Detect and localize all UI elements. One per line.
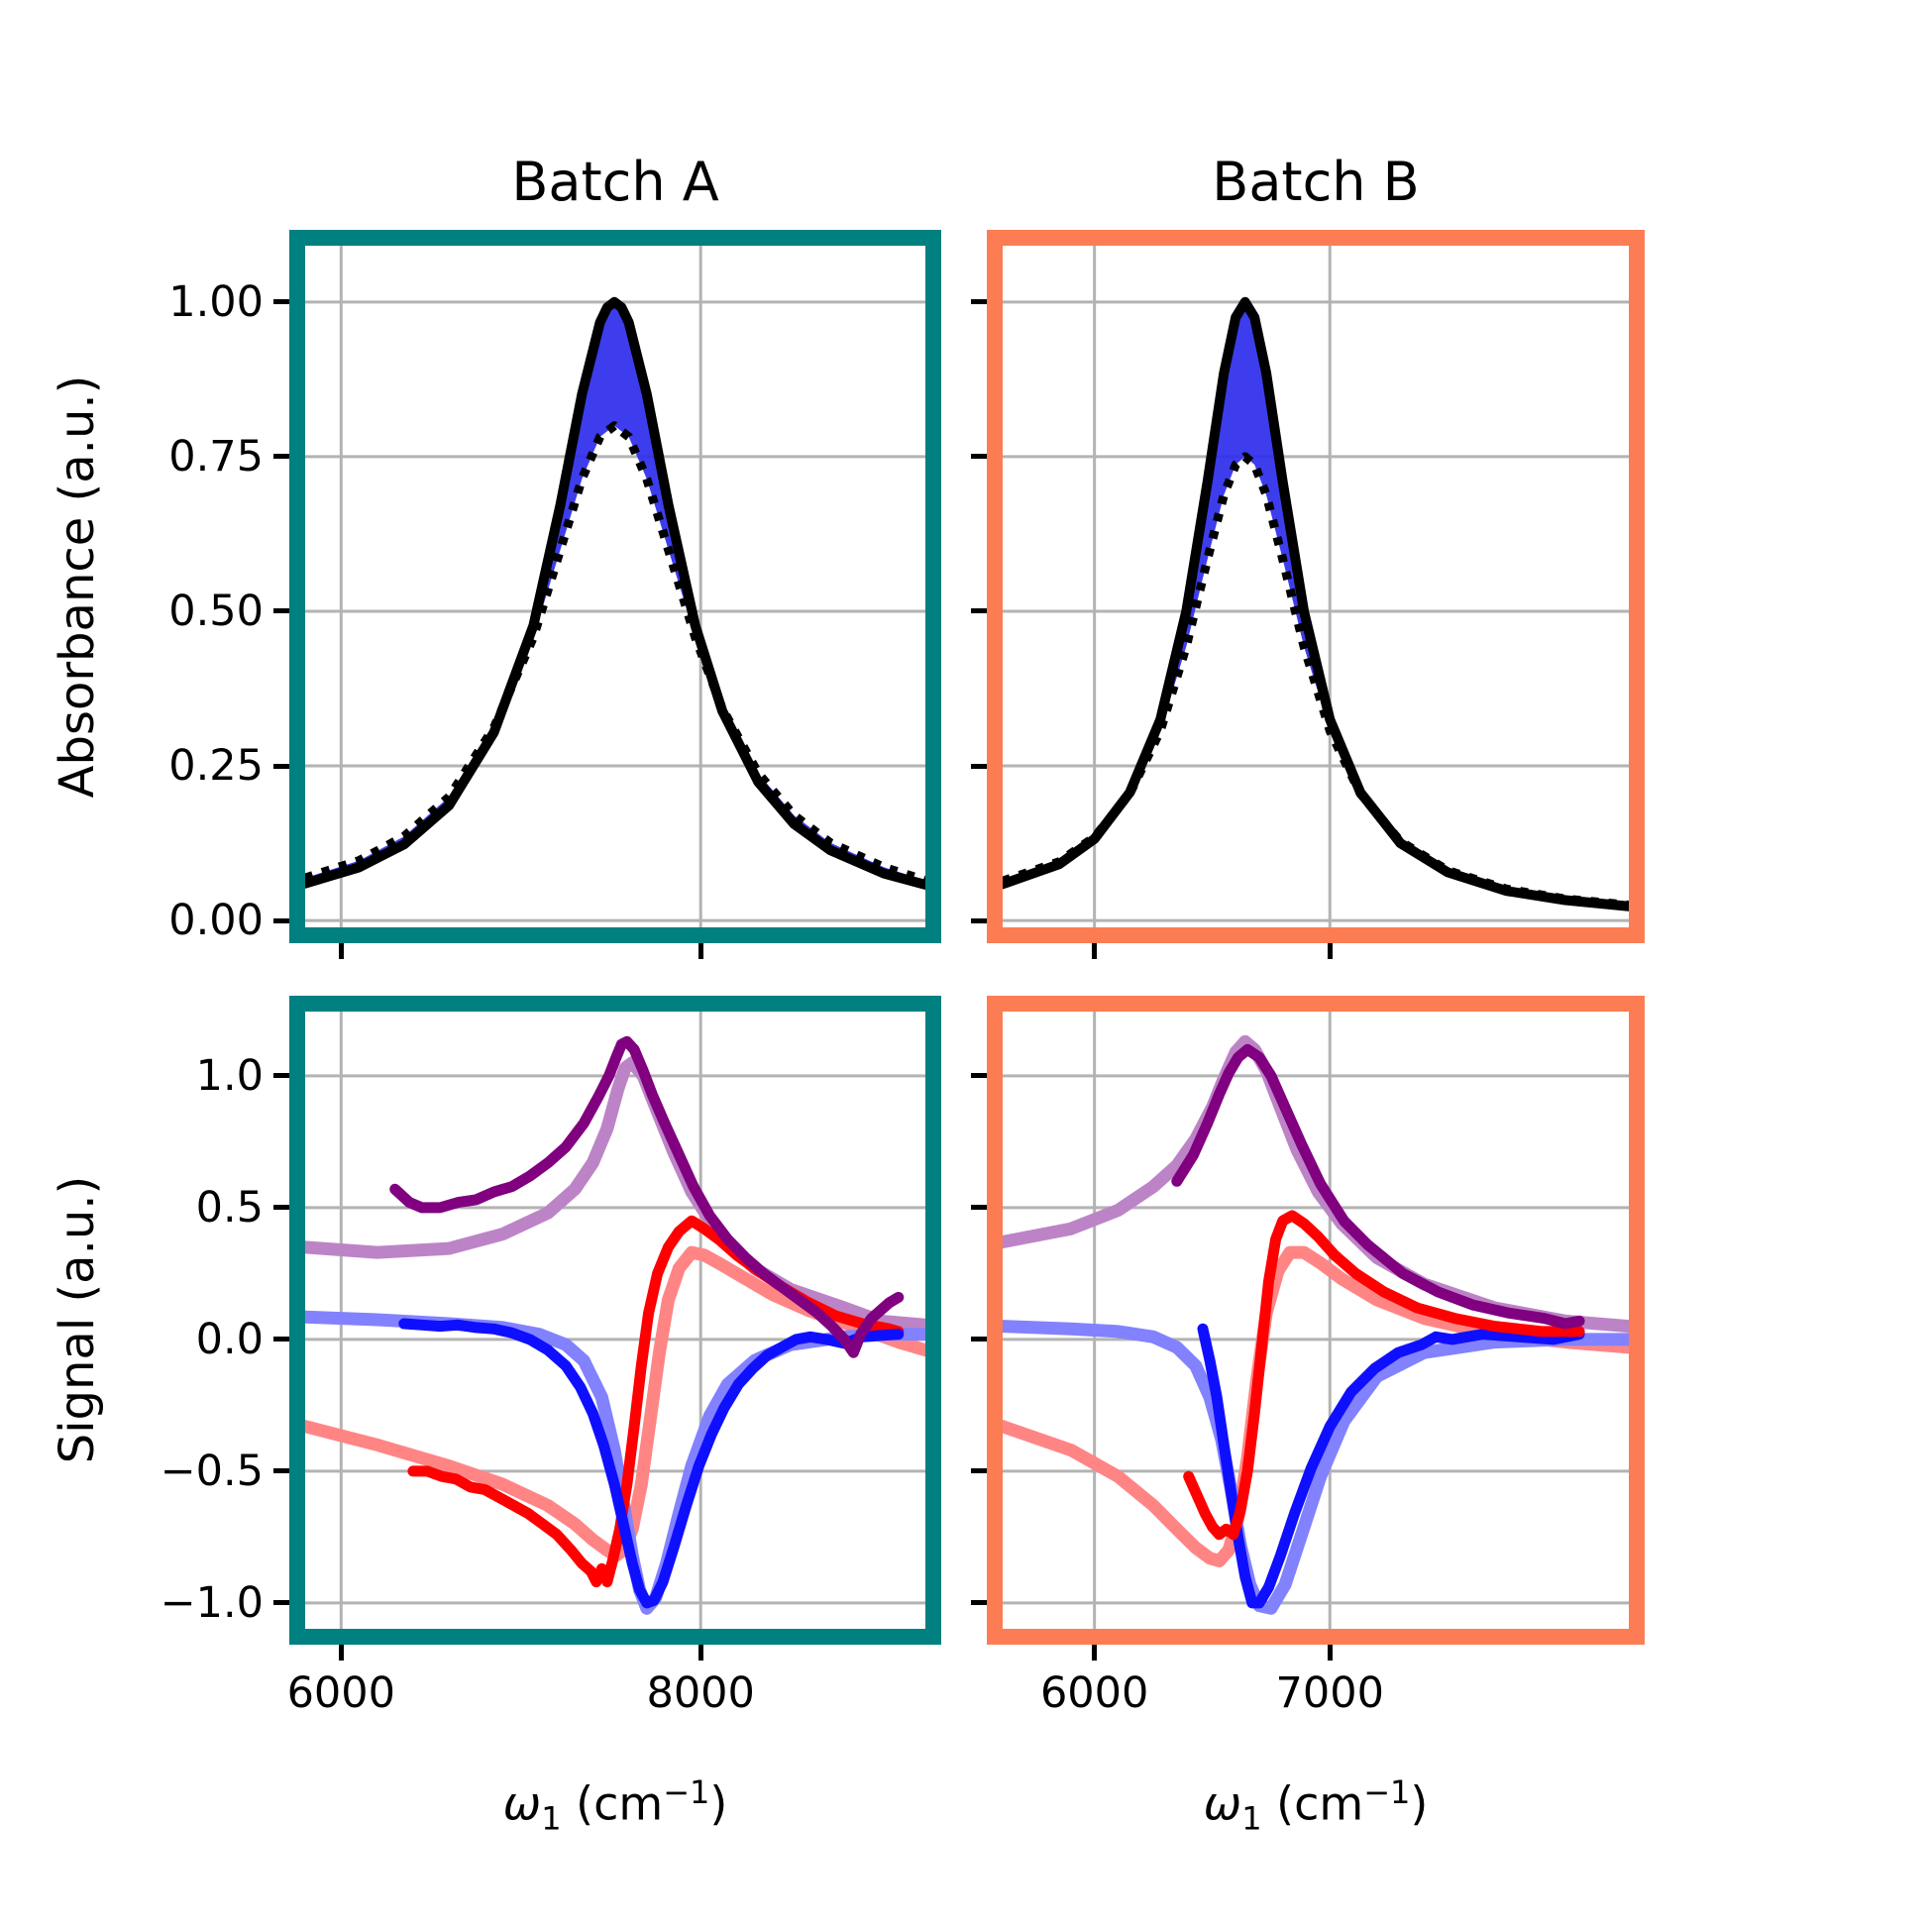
x-tick-mark (1092, 1645, 1098, 1661)
y-tick-mark (273, 1073, 289, 1079)
fill-between-area (305, 301, 925, 885)
signal-plot-a (305, 1012, 925, 1629)
absorbance-plot-b (1003, 246, 1629, 927)
y-tick-label: −0.5 (160, 1446, 264, 1496)
fill-between-area (1003, 301, 1629, 907)
omega-unit-pre: (cm (1261, 1776, 1364, 1831)
x-tick-mark (698, 943, 703, 959)
x-tick-mark (338, 943, 344, 959)
x-tick-label: 6000 (286, 1668, 395, 1718)
y-tick-label: 0.5 (195, 1182, 264, 1233)
omega-sup: −1 (1363, 1773, 1411, 1811)
y-tick-mark (273, 1468, 289, 1474)
y-tick-label: 0.25 (168, 741, 264, 792)
y-tick-mark (971, 1205, 987, 1211)
omega-unit-post: ) (709, 1776, 728, 1831)
signal-plot-b (1003, 1012, 1629, 1629)
x-tick-label: 8000 (646, 1668, 755, 1718)
purple-noisy-data (389, 1035, 905, 1358)
omega-sup: −1 (663, 1773, 710, 1811)
y-tick-mark (971, 608, 987, 614)
solid-lorentzian (1003, 296, 1629, 912)
y-tick-label: 1.0 (195, 1050, 264, 1101)
absorbance-plot-a (305, 246, 925, 927)
blue-noisy-data (1197, 1323, 1585, 1609)
omega-sub: 1 (541, 1799, 562, 1838)
y-tick-mark (971, 299, 987, 305)
panel-batch-b-signal (987, 996, 1645, 1645)
y-tick-mark (971, 1468, 987, 1474)
y-tick-label: 1.00 (168, 276, 264, 327)
x-tick-mark (1327, 1645, 1333, 1661)
y-axis-label-absorbance: Absorbance (a.u.) (50, 375, 105, 799)
x-tick-mark (698, 1645, 703, 1661)
panel-batch-a-absorbance (289, 230, 941, 943)
omega-unit-pre: (cm (561, 1776, 664, 1831)
panel-batch-a-signal (289, 996, 941, 1645)
y-tick-mark (971, 917, 987, 923)
y-axis-label-signal: Signal (a.u.) (50, 1175, 105, 1464)
title-batch-b: Batch B (1212, 151, 1420, 213)
x-axis-label-batch-a: ω1 (cm−1) (503, 1773, 728, 1838)
y-tick-mark (971, 1073, 987, 1079)
y-tick-mark (971, 763, 987, 769)
red-smooth-fit (305, 1245, 925, 1562)
y-tick-mark (971, 1600, 987, 1606)
x-tick-label: 7000 (1275, 1668, 1384, 1718)
y-tick-mark (273, 1600, 289, 1606)
blue-noisy-data (398, 1318, 905, 1609)
y-tick-label: −1.0 (160, 1577, 264, 1628)
y-tick-label: 0.0 (195, 1314, 264, 1364)
x-tick-mark (1327, 943, 1333, 959)
omega-symbol: ω (1203, 1776, 1242, 1831)
omega-sub: 1 (1241, 1799, 1262, 1838)
y-tick-mark (971, 1337, 987, 1342)
y-tick-mark (273, 1205, 289, 1211)
y-tick-mark (273, 917, 289, 923)
x-tick-label: 6000 (1039, 1668, 1149, 1718)
y-tick-mark (971, 454, 987, 460)
x-tick-mark (1092, 943, 1098, 959)
y-tick-mark (273, 608, 289, 614)
y-tick-label: 0.50 (168, 586, 264, 636)
y-tick-label: 0.00 (168, 896, 264, 946)
y-tick-mark (273, 763, 289, 769)
purple-noisy-data (1171, 1043, 1585, 1330)
x-tick-mark (338, 1645, 344, 1661)
title-batch-a: Batch A (511, 151, 719, 213)
x-axis-label-batch-b: ω1 (cm−1) (1204, 1773, 1429, 1838)
panel-batch-b-absorbance (987, 230, 1645, 943)
red-noisy-data (1183, 1210, 1585, 1541)
solid-lorentzian (305, 296, 925, 890)
omega-unit-post: ) (1410, 1776, 1429, 1831)
omega-symbol: ω (502, 1776, 542, 1831)
y-tick-label: 0.75 (168, 431, 264, 482)
y-tick-mark (273, 454, 289, 460)
red-smooth-fit (1003, 1245, 1629, 1567)
y-tick-mark (273, 1337, 289, 1342)
y-tick-mark (273, 299, 289, 305)
dotted-lorentzian-fit (305, 421, 925, 885)
